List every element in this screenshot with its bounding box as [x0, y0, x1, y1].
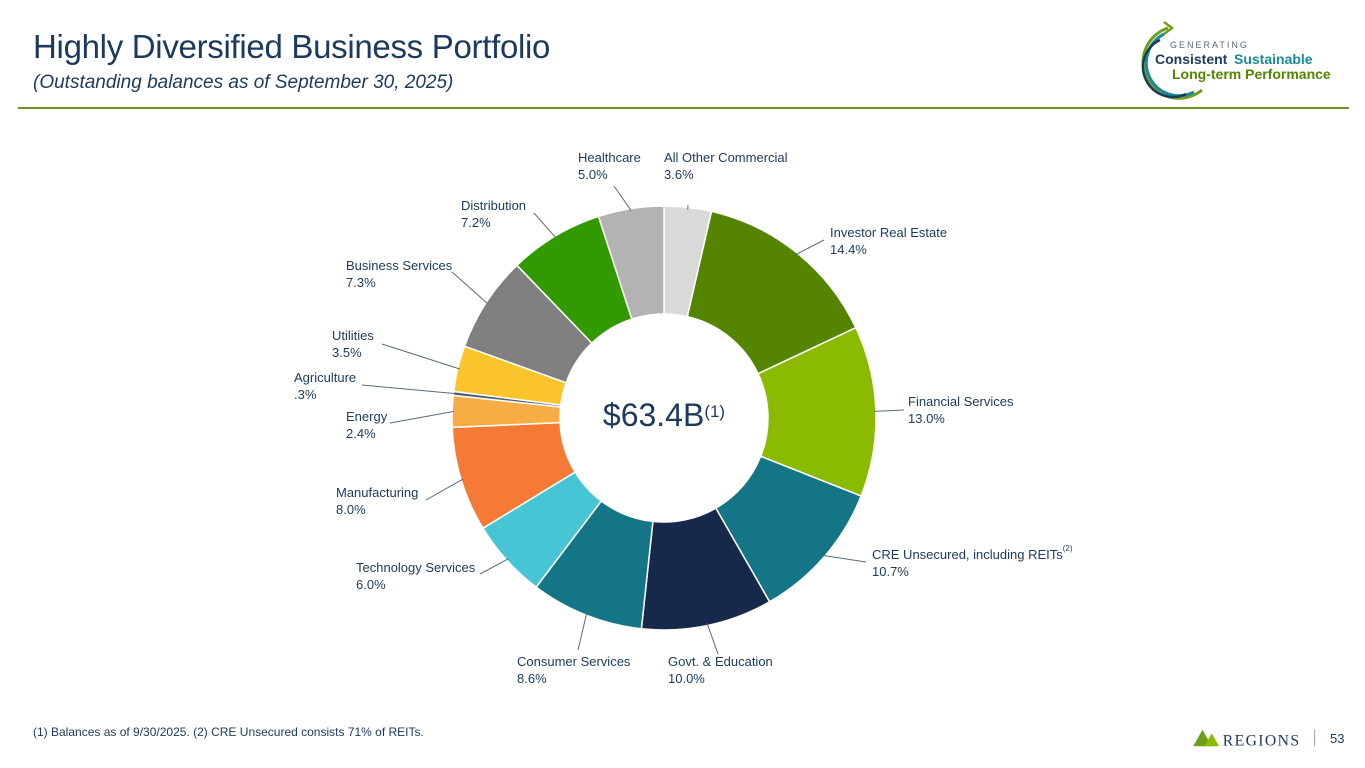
slice-label-name: CRE Unsecured, including REITs — [872, 547, 1063, 562]
slice-label-name: Financial Services — [908, 394, 1014, 409]
leader-line — [425, 478, 464, 501]
slice-label: All Other Commercial 3.6% — [664, 150, 788, 182]
slice-label-value: 2.4% — [346, 426, 376, 441]
slice-label-value: 7.2% — [461, 215, 491, 230]
slice-label-name: Energy — [346, 409, 388, 424]
slice-label: Healthcare 5.0% — [578, 150, 641, 182]
leader-line — [795, 239, 825, 255]
slice-label: Business Services 7.3% — [346, 258, 453, 290]
generating-logo: GENERATING Consistent Sustainable Long-t… — [1141, 21, 1331, 100]
slice-label-name: Business Services — [346, 258, 453, 273]
regions-triangle-2-icon — [1204, 733, 1220, 747]
leader-line — [706, 623, 719, 655]
logo-line2a: Consistent — [1155, 51, 1228, 67]
page-number: 53 — [1330, 731, 1345, 746]
slice-label-value: 8.0% — [336, 502, 366, 517]
leader-line — [613, 185, 632, 211]
center-total-value: $63.4B — [603, 397, 704, 433]
slice-label-name: Utilities — [332, 328, 374, 343]
slice-label: Agriculture .3% — [294, 370, 356, 402]
slice-label: Investor Real Estate 14.4% — [830, 225, 947, 257]
regions-logo: REGIONS — [1193, 729, 1316, 749]
page-subtitle: (Outstanding balances as of September 30… — [33, 72, 454, 93]
slice-label-name: Investor Real Estate — [830, 225, 947, 240]
slice-label-name: Consumer Services — [517, 654, 631, 669]
logo-line3: Long-term Performance — [1172, 66, 1331, 82]
logo-arrow-icon — [1163, 21, 1175, 35]
leader-line — [389, 410, 455, 424]
slice-label-name: Distribution — [461, 198, 526, 213]
slice-label-name: Technology Services — [356, 560, 476, 575]
logo-arc-navy-icon — [1141, 38, 1187, 99]
slice-financial-services — [757, 326, 877, 498]
logo-line2b: Sustainable — [1234, 51, 1313, 67]
slice-label-value: .3% — [294, 387, 317, 402]
slice-healthcare — [597, 205, 665, 321]
slice-label-value: 8.6% — [517, 671, 547, 686]
slice-label-name: Govt. & Education — [668, 654, 773, 669]
slice-label: Financial Services 13.0% — [908, 394, 1014, 426]
leader-line — [822, 554, 867, 563]
slice-label: Technology Services 6.0% — [356, 560, 476, 592]
slice-label: Govt. & Education 10.0% — [668, 654, 773, 686]
leader-line — [451, 271, 489, 305]
slice-label-name: Healthcare — [578, 150, 641, 165]
slice-label-value: 3.5% — [332, 345, 362, 360]
slice-label-value: 14.4% — [830, 242, 867, 257]
regions-wordmark: REGIONS — [1223, 732, 1301, 749]
slice-label-value: 5.0% — [578, 167, 608, 182]
page-title: Highly Diversified Business Portfolio — [33, 28, 551, 65]
footnote: (1) Balances as of 9/30/2025. (2) CRE Un… — [33, 725, 424, 739]
leader-line — [533, 212, 557, 239]
leader-line — [361, 384, 456, 395]
slice-label: Utilities 3.5% — [332, 328, 374, 360]
slice-label: Consumer Services 8.6% — [517, 654, 631, 686]
logo-line1: GENERATING — [1170, 40, 1249, 50]
slice-label-value: 3.6% — [664, 167, 694, 182]
slice-label: Manufacturing 8.0% — [336, 485, 418, 517]
leader-line — [381, 343, 460, 370]
slice-label-value: 6.0% — [356, 577, 386, 592]
regions-divider — [1314, 729, 1316, 747]
slice-label: Distribution 7.2% — [461, 198, 526, 230]
leader-line — [873, 409, 905, 412]
slice-label-value: 10.0% — [668, 671, 705, 686]
slice-label-name: All Other Commercial — [664, 150, 788, 165]
slice-label: CRE Unsecured, including REITs(2) 10.7% — [872, 544, 1073, 579]
leader-line — [577, 613, 588, 651]
logo-arc-green-icon — [1141, 26, 1203, 100]
header-divider — [18, 107, 1349, 109]
slice-label-value: 13.0% — [908, 411, 945, 426]
slice-label-name: Agriculture — [294, 370, 356, 385]
slice-label-sup: (2) — [1063, 544, 1073, 553]
slice-label: Energy 2.4% — [346, 409, 388, 441]
slice-label-value: 7.3% — [346, 275, 376, 290]
center-total-sup: (1) — [704, 402, 725, 421]
slice-label-value: 10.7% — [872, 564, 909, 579]
leader-line — [479, 558, 509, 575]
center-total: $63.4B(1) — [603, 397, 725, 433]
slice-label-name: Manufacturing — [336, 485, 418, 500]
